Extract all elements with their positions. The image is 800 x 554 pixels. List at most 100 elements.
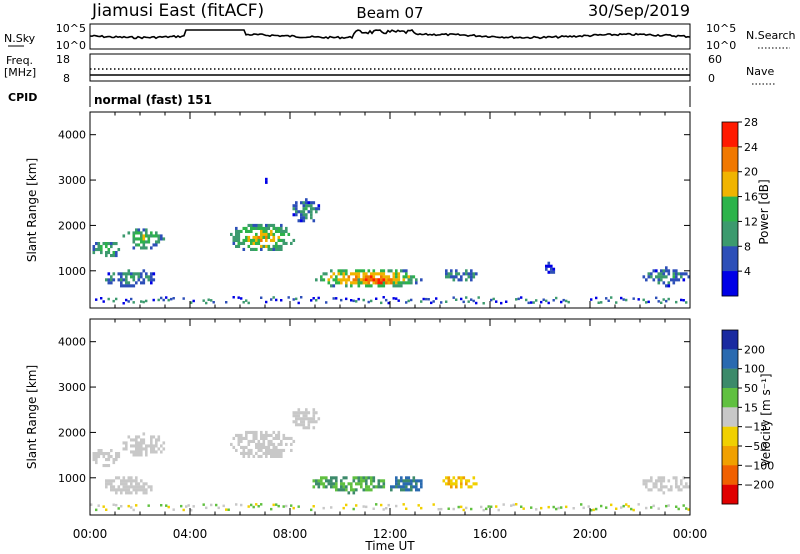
echo-pixel xyxy=(452,507,455,511)
echo-pixel xyxy=(270,247,273,251)
x-tick-label: 04:00 xyxy=(173,527,208,541)
echo-pixel xyxy=(260,244,263,248)
echo-pixel xyxy=(320,278,323,282)
echo-pixel xyxy=(125,479,128,483)
echo-pixel xyxy=(332,482,336,486)
echo-pixel xyxy=(460,479,463,483)
echo-pixel xyxy=(657,507,660,510)
echo-pixel xyxy=(105,458,108,462)
echo-pixel xyxy=(330,506,333,509)
echo-pixel xyxy=(275,298,278,302)
echo-pixel xyxy=(120,275,123,279)
echo-pixel xyxy=(472,272,476,276)
echo-pixel xyxy=(440,507,443,511)
echo-pixel xyxy=(237,232,241,236)
echo-pixel xyxy=(367,488,371,492)
echo-pixel xyxy=(260,503,263,506)
echo-pixel xyxy=(655,482,658,486)
echo-pixel xyxy=(142,228,146,232)
echo-pixel xyxy=(270,448,273,452)
echo-pixel xyxy=(140,438,143,442)
echo-pixel xyxy=(265,232,268,236)
echo-pixel xyxy=(132,278,136,282)
nave-tick-low: 0 xyxy=(708,72,715,85)
echo-pixel xyxy=(110,281,113,285)
echo-pixel xyxy=(367,300,370,304)
echo-pixel xyxy=(140,488,143,492)
echo-pixel xyxy=(235,235,238,239)
echo-pixel xyxy=(132,246,136,250)
nsky-label: N.Sky xyxy=(4,32,36,45)
echo-pixel xyxy=(95,461,98,465)
echo-pixel xyxy=(312,479,316,483)
echo-pixel xyxy=(115,254,118,258)
echo-pixel xyxy=(295,297,298,301)
echo-pixel xyxy=(280,232,283,236)
echo-pixel xyxy=(452,275,456,279)
echo-pixel xyxy=(305,216,308,220)
echo-pixel xyxy=(272,235,276,239)
echo-pixel xyxy=(270,232,273,236)
echo-pixel xyxy=(282,241,286,245)
echo-pixel xyxy=(250,223,253,227)
echo-pixel xyxy=(397,272,401,276)
echo-pixel xyxy=(345,269,348,273)
echo-pixel xyxy=(650,479,653,483)
echo-pixel xyxy=(310,420,313,424)
echo-pixel xyxy=(470,298,473,301)
echo-pixel xyxy=(292,298,295,301)
echo-pixel xyxy=(155,234,158,238)
echo-pixel xyxy=(652,269,656,273)
echo-pixel xyxy=(267,247,271,251)
echo-pixel xyxy=(372,275,376,279)
echo-pixel xyxy=(372,272,376,276)
echo-pixel xyxy=(112,251,116,255)
echo-pixel xyxy=(417,479,421,483)
echo-pixel xyxy=(362,476,366,480)
echo-pixel xyxy=(405,476,408,480)
echo-pixel xyxy=(415,485,418,489)
echo-pixel xyxy=(237,238,241,242)
echo-pixel xyxy=(595,507,598,511)
echo-pixel xyxy=(142,246,146,250)
colorbar-segment xyxy=(722,330,738,350)
echo-pixel xyxy=(350,482,353,486)
echo-pixel xyxy=(260,232,263,236)
echo-pixel xyxy=(147,504,150,507)
echo-pixel xyxy=(365,284,368,288)
echo-pixel xyxy=(152,243,156,247)
echo-pixel xyxy=(407,488,411,492)
echo-pixel xyxy=(450,482,453,486)
echo-pixel xyxy=(370,476,373,480)
echo-pixel xyxy=(272,296,275,299)
echo-pixel xyxy=(285,226,288,230)
echo-pixel xyxy=(372,476,376,480)
echo-pixel xyxy=(297,301,300,305)
echo-pixel xyxy=(257,241,261,245)
echo-pixel xyxy=(142,482,146,486)
echo-pixel xyxy=(400,485,403,489)
echo-pixel xyxy=(242,436,246,440)
freq-unit: [MHz] xyxy=(4,66,36,79)
echo-pixel xyxy=(667,297,670,301)
echo-pixel xyxy=(140,237,143,241)
echo-pixel xyxy=(450,479,453,483)
echo-pixel xyxy=(145,234,148,238)
echo-pixel xyxy=(515,298,518,301)
echo-pixel xyxy=(672,272,676,276)
echo-pixel xyxy=(385,275,388,279)
echo-pixel xyxy=(245,238,248,242)
echo-pixel xyxy=(660,479,663,483)
echo-pixel xyxy=(277,238,281,242)
colorbar-tick-label: −200 xyxy=(744,479,774,492)
echo-pixel xyxy=(127,300,130,303)
echo-pixel xyxy=(500,301,503,305)
echo-pixel xyxy=(687,275,691,279)
echo-pixel xyxy=(300,201,303,205)
echo-pixel xyxy=(450,272,453,276)
echo-pixel xyxy=(255,235,258,239)
echo-pixel xyxy=(485,507,488,511)
colorbar-segment xyxy=(722,349,738,369)
echo-pixel xyxy=(672,275,676,279)
echo-pixel xyxy=(297,505,300,508)
